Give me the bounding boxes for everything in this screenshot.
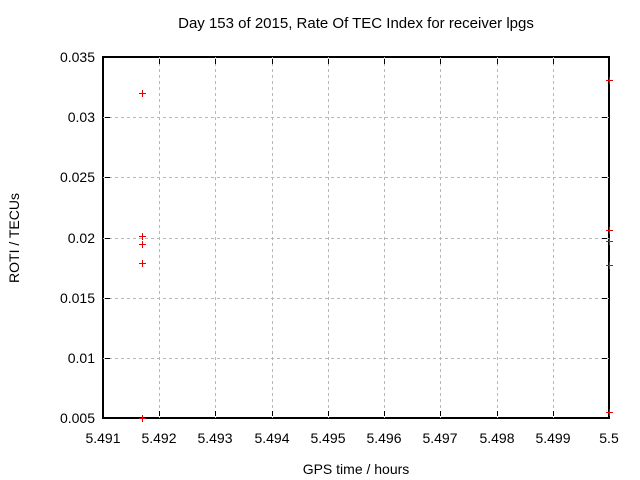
y-tick-left xyxy=(105,418,110,419)
data-point-marker xyxy=(606,227,613,234)
y-grid-line xyxy=(103,298,609,299)
x-tick-label: 5.495 xyxy=(310,430,346,446)
x-grid-line xyxy=(440,57,441,418)
x-tick-label: 5.494 xyxy=(254,430,290,446)
x-tick-label: 5.498 xyxy=(479,430,515,446)
y-grid-line xyxy=(103,177,609,178)
x-tick-bottom xyxy=(553,411,554,416)
x-tick-label: 5.493 xyxy=(197,430,233,446)
y-tick-label: 0.035 xyxy=(59,49,95,65)
x-tick-bottom xyxy=(497,411,498,416)
data-point-marker xyxy=(606,262,613,269)
x-grid-line xyxy=(215,57,216,418)
x-tick-top xyxy=(553,59,554,64)
x-tick-bottom xyxy=(384,411,385,416)
data-point-marker xyxy=(139,233,146,240)
y-tick-right xyxy=(602,117,607,118)
data-point-marker xyxy=(139,90,146,97)
y-tick-left xyxy=(105,238,110,239)
x-axis-label: GPS time / hours xyxy=(302,461,410,477)
x-tick-bottom xyxy=(272,411,273,416)
y-tick-label: 0.01 xyxy=(67,350,95,366)
y-tick-label: 0.015 xyxy=(59,290,95,306)
plot-area-border xyxy=(102,56,610,419)
x-tick-label: 5.492 xyxy=(141,430,177,446)
y-tick-left xyxy=(105,57,110,58)
data-point-marker xyxy=(606,238,613,245)
y-tick-left xyxy=(105,358,110,359)
data-point-marker xyxy=(139,241,146,248)
y-tick-label: 0.005 xyxy=(59,410,95,426)
x-tick-label: 5.499 xyxy=(535,430,571,446)
x-grid-line xyxy=(497,57,498,418)
x-tick-bottom xyxy=(440,411,441,416)
x-grid-line xyxy=(328,57,329,418)
x-tick-top xyxy=(440,59,441,64)
x-tick-top xyxy=(609,59,610,64)
x-tick-top xyxy=(497,59,498,64)
x-grid-line xyxy=(159,57,160,418)
x-tick-label: 5.496 xyxy=(366,430,402,446)
y-tick-left xyxy=(105,298,110,299)
x-tick-top xyxy=(328,59,329,64)
y-tick-right xyxy=(602,57,607,58)
data-point-marker xyxy=(139,260,146,267)
x-tick-bottom xyxy=(103,411,104,416)
y-tick-right xyxy=(602,298,607,299)
y-tick-label: 0.03 xyxy=(67,109,95,125)
x-tick-bottom xyxy=(328,411,329,416)
data-point-marker xyxy=(606,77,613,84)
x-tick-label: 5.5 xyxy=(599,430,619,446)
x-tick-top xyxy=(384,59,385,64)
x-grid-line xyxy=(272,57,273,418)
x-tick-top xyxy=(272,59,273,64)
chart-title: Day 153 of 2015, Rate Of TEC Index for r… xyxy=(178,15,534,32)
y-grid-line xyxy=(103,358,609,359)
y-tick-right xyxy=(602,177,607,178)
y-grid-line xyxy=(103,238,609,239)
y-tick-right xyxy=(602,358,607,359)
x-tick-top xyxy=(103,59,104,64)
y-grid-line xyxy=(103,117,609,118)
data-point-marker xyxy=(606,409,613,416)
y-tick-right xyxy=(602,238,607,239)
x-tick-bottom xyxy=(159,411,160,416)
y-tick-left xyxy=(105,117,110,118)
x-tick-top xyxy=(215,59,216,64)
x-tick-top xyxy=(159,59,160,64)
x-tick-label: 5.491 xyxy=(85,430,121,446)
y-tick-label: 0.025 xyxy=(59,169,95,185)
y-tick-right xyxy=(602,418,607,419)
x-grid-line xyxy=(553,57,554,418)
x-grid-line xyxy=(384,57,385,418)
y-tick-label: 0.02 xyxy=(67,230,95,246)
x-tick-bottom xyxy=(215,411,216,416)
x-tick-label: 5.497 xyxy=(422,430,458,446)
y-tick-left xyxy=(105,177,110,178)
data-point-marker xyxy=(139,415,146,422)
